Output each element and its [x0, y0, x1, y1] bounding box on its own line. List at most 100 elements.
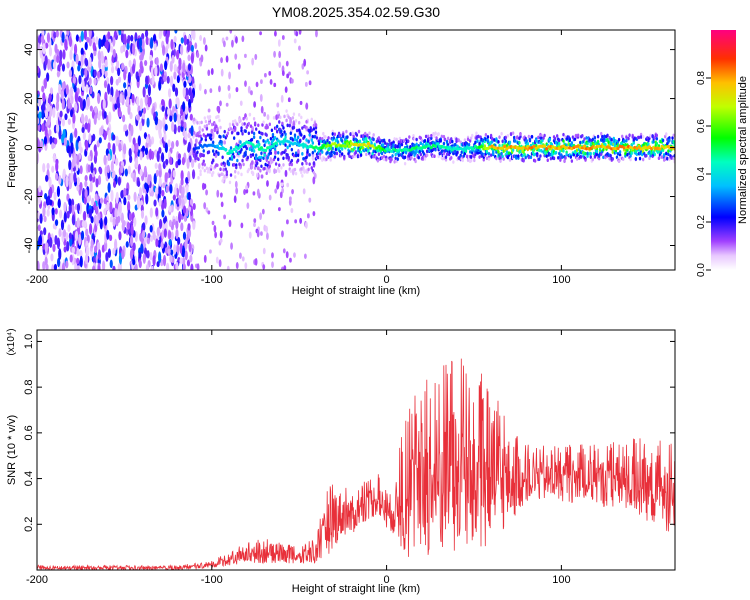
- noise-cell: [71, 246, 76, 254]
- noise-cell: [144, 182, 148, 190]
- ridge-cell: [345, 142, 350, 146]
- ridge-halo-cell: [635, 152, 639, 157]
- noise-cell: [128, 212, 133, 222]
- ridge-halo-cell: [417, 155, 420, 160]
- noise-cell: [86, 202, 90, 215]
- noise-cell: [173, 124, 177, 135]
- noise-cell: [68, 198, 72, 206]
- ridge-halo-cell: [242, 162, 245, 167]
- noise-cell: [46, 32, 51, 43]
- noise-cell: [79, 165, 83, 175]
- noise-cell: [172, 218, 176, 225]
- noise-cell: [250, 164, 254, 170]
- ridge-halo-cell: [380, 156, 384, 160]
- y-tick-label: 0.4: [23, 471, 35, 486]
- colorbar-label: Normalized spectral amplitude: [737, 76, 749, 224]
- ridge-halo-cell: [404, 150, 408, 155]
- noise-cell: [54, 137, 58, 145]
- noise-cell: [303, 58, 307, 67]
- ridge-halo-cell: [293, 137, 297, 142]
- noise-cell: [177, 153, 182, 160]
- noise-cell: [107, 153, 111, 162]
- noise-cell: [163, 132, 167, 142]
- ridge-halo-cell: [333, 151, 337, 156]
- ridge-halo-cell: [602, 147, 605, 152]
- noise-cell: [105, 204, 109, 211]
- noise-cell: [75, 164, 79, 172]
- ridge-halo-cell: [653, 136, 656, 140]
- ridge-halo-cell: [561, 155, 564, 159]
- ridge-halo-cell: [307, 139, 310, 144]
- noise-cell: [80, 30, 84, 42]
- ridge-halo-cell: [287, 156, 290, 160]
- noise-cell: [180, 37, 184, 44]
- ridge-halo-cell: [307, 167, 310, 172]
- ridge-halo-cell: [216, 163, 219, 168]
- noise-cell: [63, 211, 67, 223]
- noise-cell: [52, 107, 56, 119]
- ridge-halo-cell: [645, 153, 648, 158]
- ridge-halo-cell: [423, 139, 427, 143]
- ridge-halo-cell: [332, 136, 336, 140]
- noise-cell: [128, 59, 132, 68]
- ridge-halo-cell: [232, 163, 236, 167]
- noise-cell: [227, 84, 231, 92]
- noise-cell: [160, 98, 165, 106]
- noise-cell: [218, 259, 222, 268]
- noise-cell: [115, 191, 119, 204]
- ridge-halo-cell: [220, 142, 223, 147]
- ridge-halo-cell: [295, 128, 299, 133]
- noise-cell: [148, 148, 152, 161]
- ridge-halo-cell: [370, 140, 373, 145]
- noise-cell: [82, 98, 86, 109]
- ridge-halo-cell: [312, 170, 316, 175]
- noise-cell: [141, 145, 146, 152]
- ridge-halo-cell: [600, 152, 603, 156]
- noise-cell: [43, 227, 47, 236]
- noise-cell: [37, 152, 40, 164]
- noise-cell: [61, 63, 66, 72]
- ridge-halo-cell: [383, 141, 387, 145]
- ridge-halo-cell: [277, 157, 280, 162]
- noise-cell: [57, 198, 61, 209]
- ridge-halo-cell: [487, 151, 491, 156]
- ridge-halo-cell: [477, 150, 480, 155]
- noise-cell: [119, 93, 123, 104]
- ridge-cell: [264, 148, 268, 153]
- noise-cell: [306, 213, 310, 219]
- ridge-halo-cell: [394, 152, 397, 157]
- noise-cell: [38, 185, 42, 193]
- ridge-halo-cell: [485, 156, 489, 161]
- noise-cell: [114, 238, 118, 251]
- noise-cell: [82, 131, 86, 141]
- ridge-halo-cell: [294, 171, 298, 176]
- ridge-halo-cell: [382, 138, 386, 143]
- ridge-halo-cell: [351, 154, 354, 159]
- ridge-halo-cell: [208, 170, 212, 174]
- ridge-halo-cell: [381, 143, 385, 147]
- noise-cell: [210, 68, 214, 76]
- ridge-halo-cell: [469, 155, 473, 159]
- snr-x-ticks: -200 -100 0 100: [26, 330, 571, 586]
- noise-cell: [77, 64, 81, 72]
- noise-cell: [188, 87, 192, 96]
- ridge-halo-cell: [569, 155, 573, 159]
- ridge-halo-cell: [288, 123, 291, 128]
- ridge-halo-cell: [263, 143, 266, 148]
- ridge-halo-cell: [329, 158, 332, 162]
- ridge-halo-cell: [302, 156, 305, 161]
- ridge-cell: [215, 144, 219, 148]
- noise-cell: [130, 34, 134, 42]
- ridge-halo-cell: [196, 150, 199, 155]
- ridge-halo-cell: [201, 128, 204, 132]
- noise-cell: [209, 249, 212, 254]
- ridge-halo-cell: [418, 149, 421, 154]
- noise-cell: [150, 136, 155, 145]
- ridge-halo-cell: [385, 157, 388, 162]
- noise-cell: [74, 103, 78, 113]
- noise-cell: [234, 180, 238, 189]
- noise-cell: [60, 90, 65, 100]
- noise-cell: [48, 129, 52, 137]
- ridge-halo-cell: [354, 150, 358, 154]
